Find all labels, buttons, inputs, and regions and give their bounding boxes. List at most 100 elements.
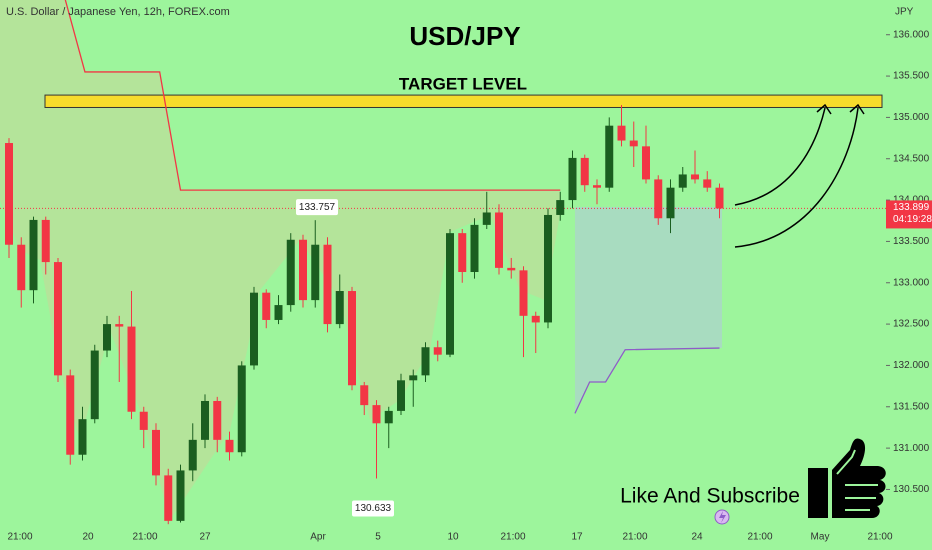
candle-body [703,179,712,188]
x-tick-label: Apr [310,532,326,543]
x-tick-label: 27 [199,532,211,543]
thumbs-up [808,438,886,518]
candle-body [433,347,442,355]
candle-body [262,292,271,320]
candle-body [29,219,38,291]
candle-body [409,375,418,381]
candle-body [458,233,467,273]
candle-body [225,439,234,453]
candle-body [188,439,197,471]
candle-body [715,187,724,209]
candle-body [115,324,124,327]
y-tick-label: 130.500 [893,484,930,495]
x-tick-label: 5 [375,532,381,543]
y-tick-label: 133.000 [893,277,930,288]
candle-body [250,292,258,366]
candle-body [213,400,222,440]
y-tick-label: 132.000 [893,360,930,371]
candle-body [41,219,50,263]
candle-body [372,405,381,424]
target-zone [44,94,883,108]
candle-body [90,350,99,420]
candle-body [544,214,552,323]
candle-body [654,179,663,219]
candle-body [593,185,601,188]
y-tick-label: 132.500 [893,319,930,330]
candle-body [17,244,26,291]
candle-body [482,212,491,225]
candle-body [176,470,185,521]
arrow-head [816,103,865,115]
price-label: 130.633 [355,503,392,514]
y-tick-label: 135.500 [893,71,930,82]
cta: Like And Subscribe [620,485,800,508]
candle-body [323,244,332,325]
candle-body [384,410,393,424]
x-tick-label: 21:00 [132,532,157,543]
candle-body [470,224,479,273]
candle-body [678,174,687,188]
candle-body [164,475,173,521]
candle-body [666,187,675,219]
shaded-area [0,0,560,520]
candle-body [360,385,369,406]
y-tick-label: 134.000 [893,195,930,206]
candle-body [201,400,209,440]
candle-body [152,429,160,476]
candle-body [54,262,62,376]
candle-body [446,233,454,355]
target-label: TARGET LEVEL [399,74,527,93]
y-tick-label: 131.500 [893,401,930,412]
y-tick-label: 131.000 [893,443,930,454]
candle-body [556,200,565,215]
arrow [734,107,859,248]
candle-body [348,291,356,386]
candle-body [519,270,528,316]
candle-body [311,244,320,301]
candle-body [531,315,540,323]
shaded-area [575,207,722,413]
candle-body [691,174,699,180]
x-tick-label: 21:00 [500,532,525,543]
candle-body [299,239,307,301]
candle-body [421,347,430,376]
candle-body [495,212,503,268]
current-price: 133.899 [893,202,930,213]
candle-body [78,419,87,455]
candle-body [286,239,295,306]
candle-body [274,305,283,320]
candle-body [237,365,246,453]
price-label-box [352,500,394,517]
candle-body [629,140,638,147]
header: U.S. Dollar / Japanese Yen, 12h, FOREX.c… [6,6,230,18]
indicator-line [574,347,720,414]
candle-body [568,157,577,201]
x-tick-label: 21:00 [7,532,32,543]
candle-body [642,146,650,180]
x-tick-label: 10 [447,532,459,543]
x-tick-label: 21:00 [747,532,772,543]
candle-body [139,411,148,430]
y-tick-label: 135.000 [893,112,930,123]
candle-body [335,291,344,325]
x-tick-label: 17 [571,532,583,543]
y-tick-label: 133.500 [893,236,930,247]
y-tick-label: 134.500 [893,153,930,164]
y-tick-label: 136.000 [893,29,930,40]
candle-body [397,380,405,411]
chart-title: USD/JPY [409,21,520,51]
x-tick-label: 21:00 [622,532,647,543]
x-tick-label: 24 [691,532,703,543]
candle-body [605,125,614,188]
currency: JPY [895,7,914,18]
price-label: 133.757 [299,202,336,213]
candle-body [103,324,111,351]
candle-body [127,326,136,412]
price-label-box [296,199,338,216]
icon [719,511,726,523]
x-tick-label: May [811,532,830,543]
indicator-line [64,0,561,191]
candle-body [580,157,589,186]
